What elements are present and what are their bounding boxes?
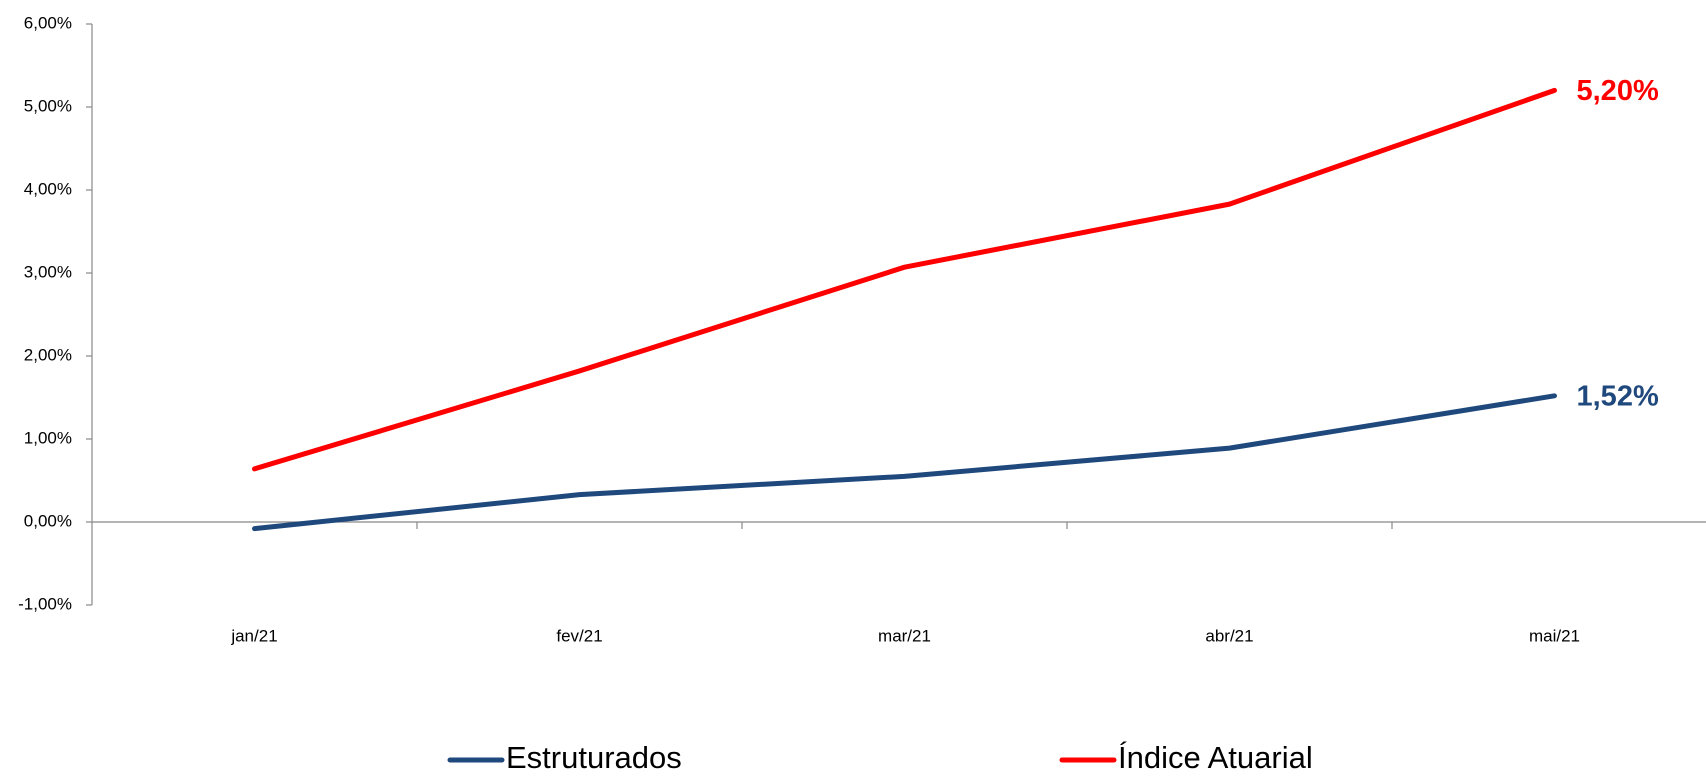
legend-label: Índice Atuarial <box>1118 740 1313 775</box>
x-tick-label: mar/21 <box>878 626 931 645</box>
y-tick-label: 1,00% <box>24 428 72 447</box>
legend-label: Estruturados <box>506 740 682 775</box>
y-tick-label: 4,00% <box>24 179 72 198</box>
x-tick-label: jan/21 <box>230 626 277 645</box>
y-tick-label: 2,00% <box>24 345 72 364</box>
y-tick-label: 3,00% <box>24 262 72 281</box>
x-tick-label: abr/21 <box>1205 626 1253 645</box>
y-tick-label: 5,00% <box>24 96 72 115</box>
data-label: 5,20% <box>1577 75 1659 107</box>
series-line <box>252 393 1557 532</box>
y-tick-label: 0,00% <box>24 511 72 530</box>
y-tick-label: 6,00% <box>24 13 72 32</box>
series-line <box>252 87 1557 472</box>
y-tick-label: -1,00% <box>18 594 72 613</box>
x-tick-label: fev/21 <box>556 626 602 645</box>
x-tick-label: mai/21 <box>1529 626 1580 645</box>
data-label: 1,52% <box>1577 380 1659 412</box>
